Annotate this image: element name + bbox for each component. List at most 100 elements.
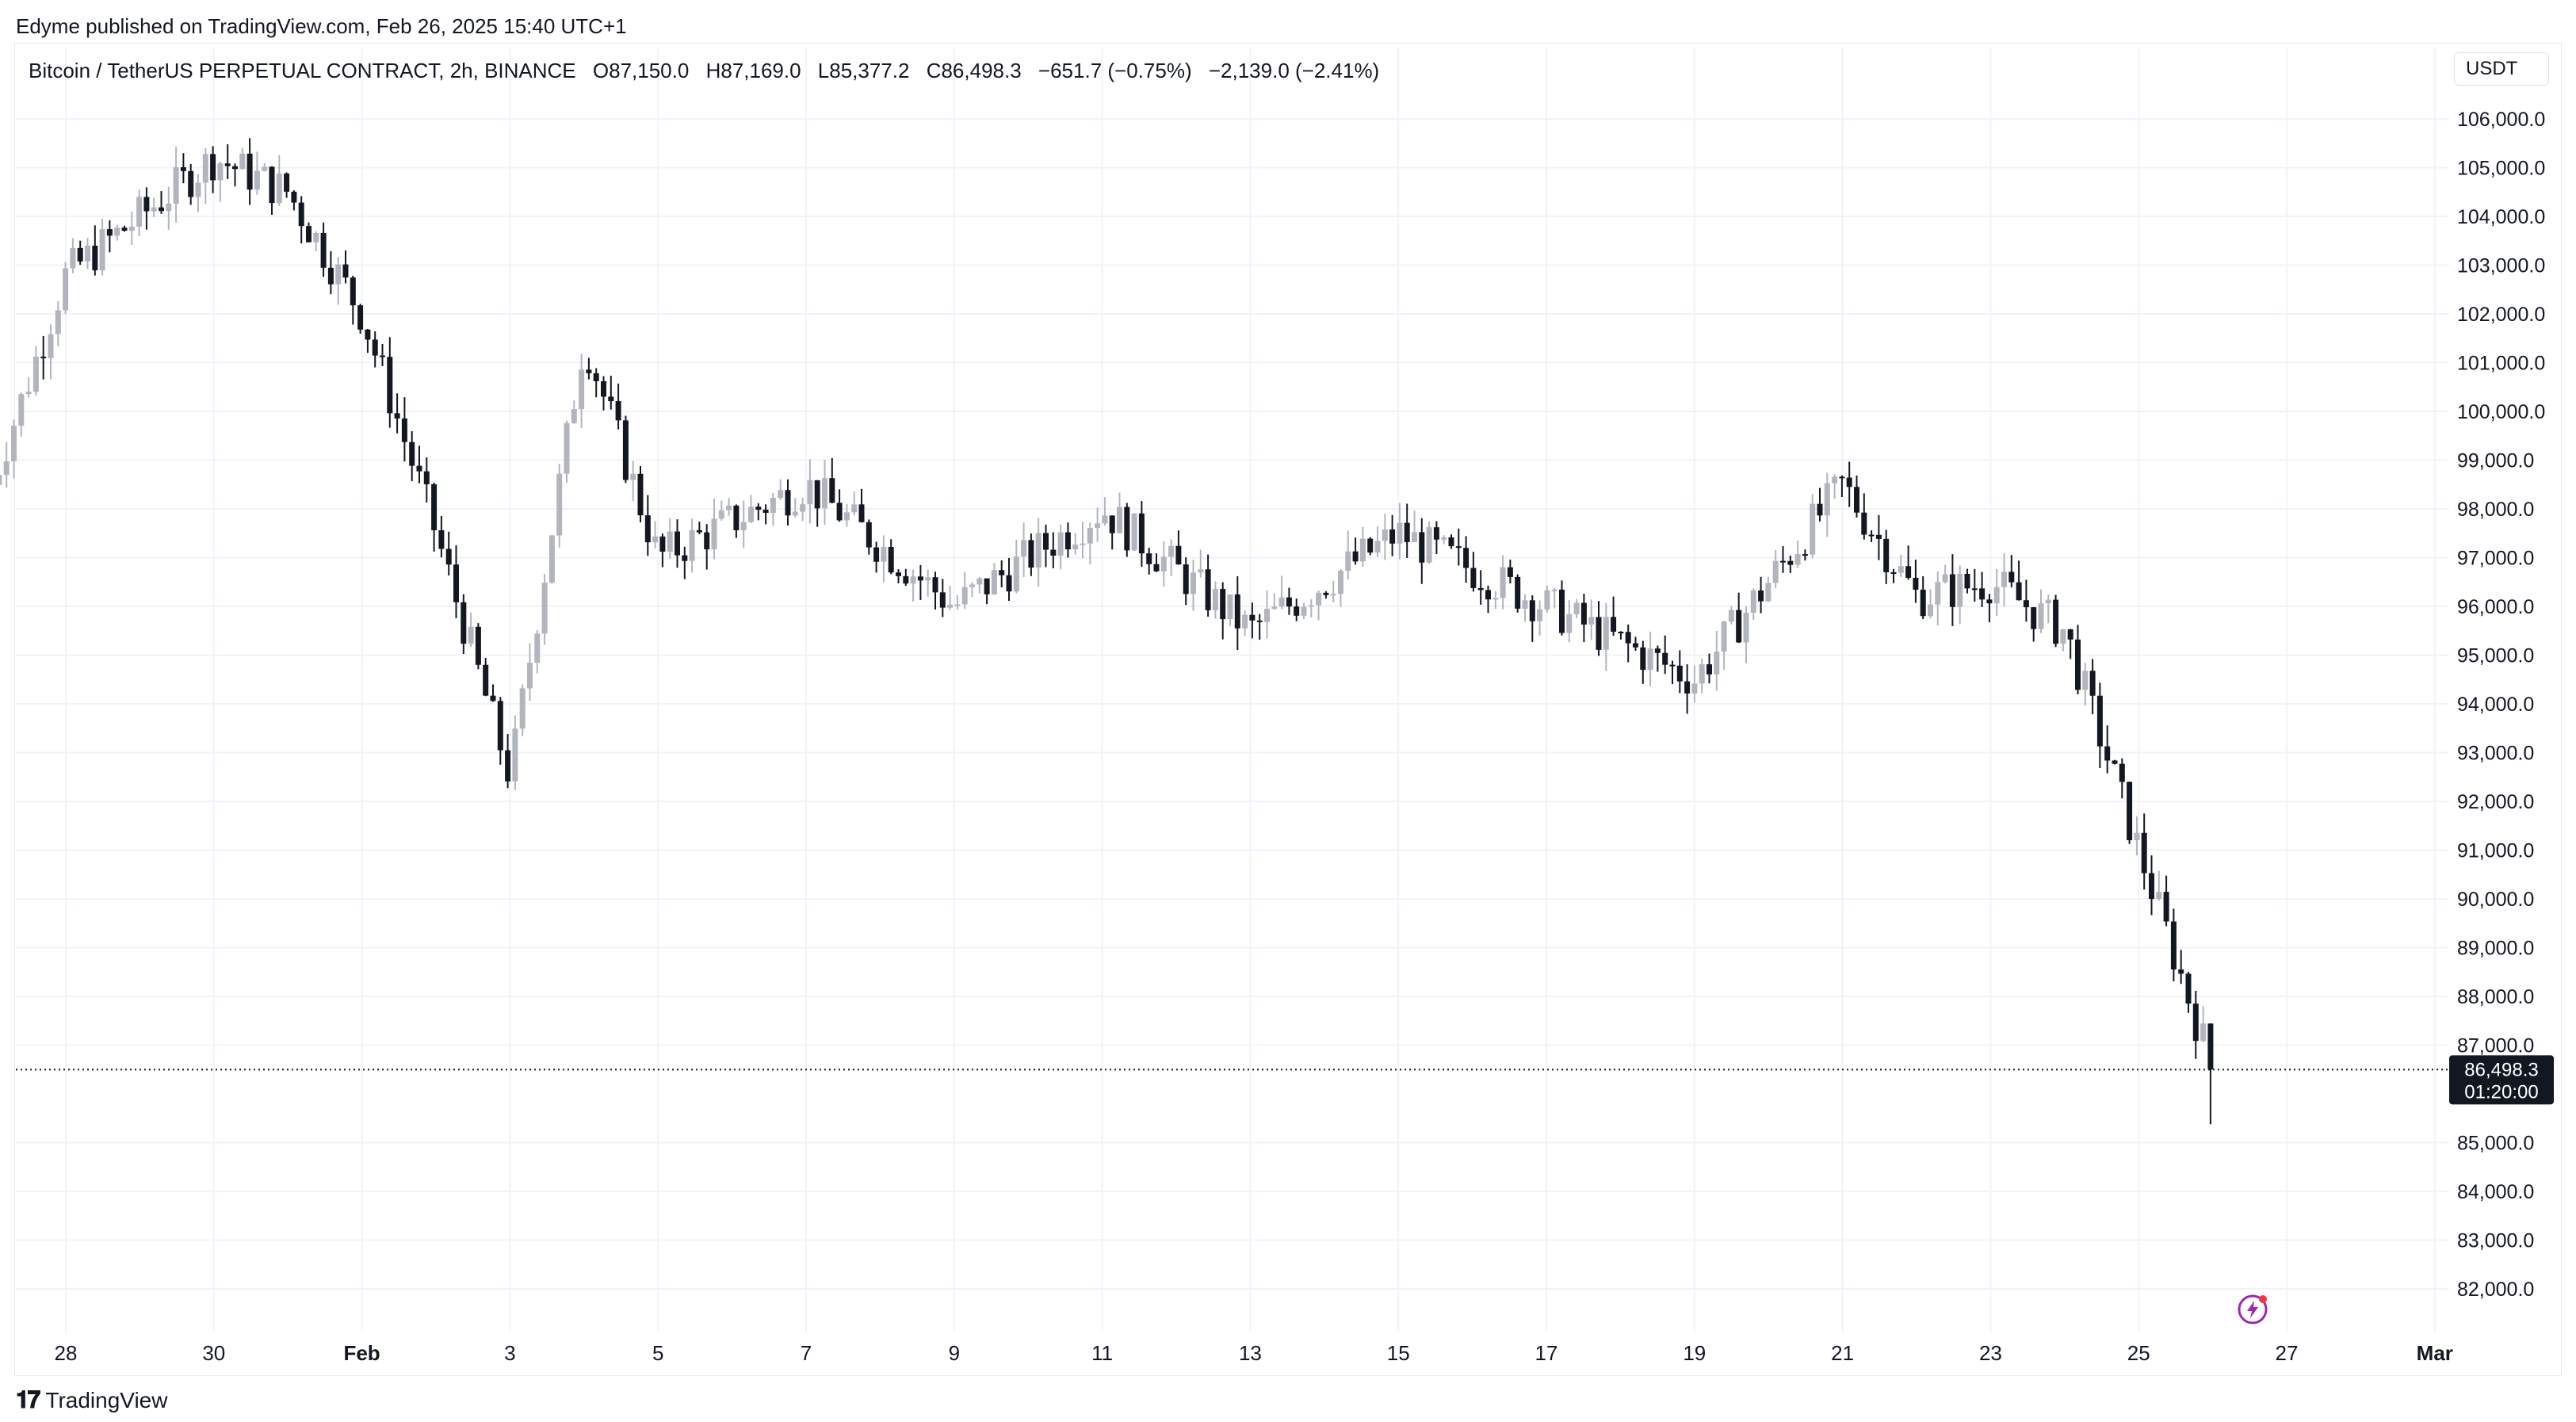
candle-body — [785, 490, 791, 516]
candle-body — [711, 518, 717, 549]
candle-body — [984, 578, 990, 594]
candle-body — [1426, 527, 1432, 563]
candle-body — [188, 170, 194, 197]
candle-body — [254, 170, 260, 190]
candle-body — [2001, 571, 2007, 587]
candle-body — [1883, 538, 1890, 572]
candle-body — [1750, 590, 1756, 614]
candle-body — [822, 478, 827, 509]
x-tick-label: 25 — [2127, 1341, 2150, 1365]
candle-body — [1242, 614, 1248, 629]
candle-body — [1618, 631, 1624, 633]
candle-body — [1087, 528, 1093, 544]
candle-body — [313, 232, 319, 243]
candle-body — [1138, 513, 1145, 554]
candle-body — [1485, 590, 1491, 600]
candle-body — [888, 547, 894, 573]
candle-body — [512, 728, 518, 782]
candle-body — [947, 604, 954, 608]
candle-body — [800, 504, 806, 512]
candle-body — [2156, 892, 2162, 900]
candle-body — [1979, 588, 1986, 600]
candle-body — [1861, 512, 1867, 535]
candle-body — [571, 409, 577, 423]
candle-body — [1227, 594, 1233, 620]
price-tag-value: 86,498.3 — [2464, 1059, 2538, 1080]
candle-body — [843, 512, 850, 521]
candle-body — [1050, 549, 1057, 556]
candle-body — [2038, 603, 2044, 629]
candle-body — [40, 356, 47, 358]
currency-unit-button[interactable]: USDT — [2454, 52, 2549, 86]
candle-body — [1905, 566, 1912, 579]
candle-body — [1662, 652, 1668, 665]
y-tick-label: 94,000.0 — [2457, 694, 2534, 716]
candle-body — [224, 163, 231, 166]
candle-body — [1647, 648, 1653, 671]
candle-body — [63, 268, 69, 311]
candle-body — [1412, 532, 1417, 542]
candle-body — [748, 506, 754, 522]
candle-body — [534, 633, 541, 663]
candle-body — [1278, 597, 1285, 607]
candle-body — [1890, 571, 1897, 574]
candle-body — [77, 247, 83, 262]
candle-body — [92, 245, 98, 270]
candle-body — [1928, 604, 1933, 617]
candle-body — [239, 153, 246, 170]
candle-body — [2023, 600, 2029, 608]
y-tick-label: 97,000.0 — [2457, 548, 2534, 570]
y-tick-label: 102,000.0 — [2457, 304, 2545, 326]
tradingview-brand[interactable]: 𝟏𝟕 TradingView — [16, 1387, 167, 1414]
candle-body — [1743, 613, 1749, 643]
candle-body — [445, 549, 452, 565]
candle-body — [1183, 564, 1189, 594]
candle-body — [475, 626, 481, 665]
candle-body — [615, 401, 621, 421]
candle-body — [342, 264, 349, 278]
candle-body — [622, 420, 629, 480]
candle-body — [1559, 589, 1565, 633]
candle-body — [2008, 571, 2015, 583]
candle-body — [2178, 969, 2184, 974]
candle-body — [858, 504, 865, 522]
y-tick-label: 104,000.0 — [2457, 206, 2545, 228]
candle-body — [1964, 573, 1970, 589]
candle-body — [284, 173, 290, 192]
candle-body — [1810, 503, 1816, 555]
candle-body — [497, 701, 503, 751]
candle-body — [1942, 574, 1948, 583]
candle-body — [128, 226, 135, 231]
x-tick-label: 3 — [504, 1341, 515, 1365]
candle-body — [298, 202, 304, 227]
candle-body — [932, 577, 938, 593]
candle-body — [1640, 647, 1646, 671]
candle-body — [195, 182, 201, 197]
candle-body — [468, 626, 474, 644]
candle-body — [740, 522, 747, 530]
candle-body — [682, 555, 688, 561]
candle-body — [372, 339, 378, 356]
y-tick-label: 83,000.0 — [2457, 1230, 2534, 1252]
candle-body — [3, 461, 10, 476]
candle-body — [232, 166, 238, 170]
candle-body — [2060, 629, 2066, 644]
candle-body — [453, 564, 459, 602]
flash-alert-icon[interactable] — [2237, 1294, 2268, 1325]
candle-body — [1072, 544, 1079, 550]
x-tick-label: 11 — [1091, 1341, 1113, 1365]
candle-body — [114, 227, 120, 236]
candle-body — [1684, 681, 1691, 694]
candle-body — [32, 356, 39, 392]
legend-open: O87,150.0 — [592, 59, 690, 82]
symbol-name[interactable]: Bitcoin / TetherUS PERPETUAL CONTRACT, 2… — [29, 59, 576, 82]
y-tick-label: 95,000.0 — [2457, 645, 2534, 667]
candle-body — [18, 394, 25, 426]
candle-body — [1359, 538, 1366, 562]
candle-body — [2067, 629, 2073, 640]
candle-body — [416, 465, 422, 472]
candle-body — [1913, 578, 1919, 590]
candle-body — [262, 166, 268, 171]
y-tick-label: 106,000.0 — [2457, 109, 2545, 131]
